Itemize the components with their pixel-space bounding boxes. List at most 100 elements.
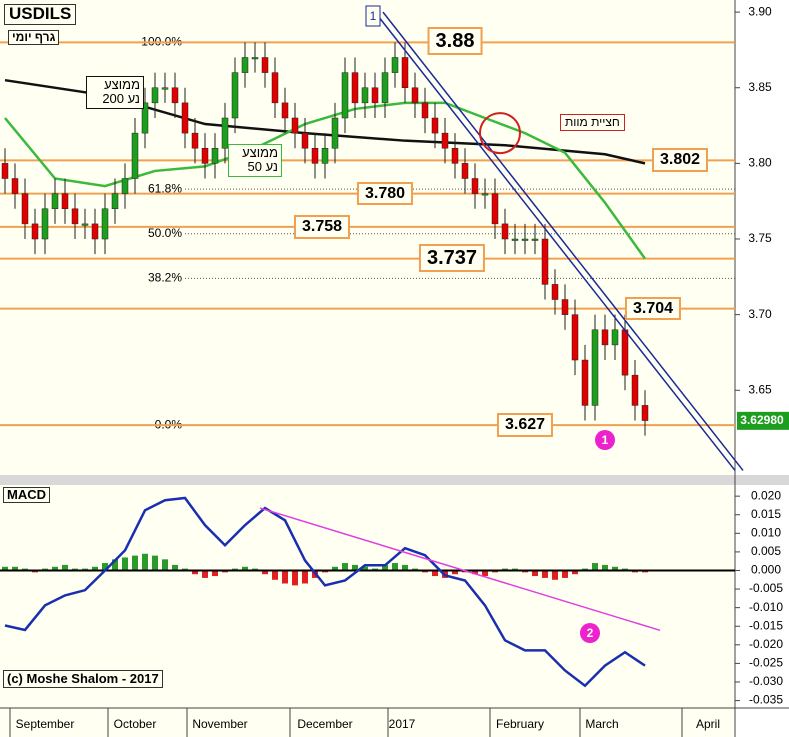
level-label: 3.737 [418,243,486,272]
y-tick-label: -0.015 [749,618,783,632]
histogram-bar [132,555,138,571]
candle-body [491,193,499,225]
marker-label: 2 [587,626,594,640]
histogram-bar [332,566,338,571]
last-price-box [737,411,789,430]
histogram-bar [532,570,538,577]
level-label: 3.88 [427,27,483,56]
level-label: 3.780 [356,181,414,206]
ma-label: ממוצע נע 50 [228,144,282,177]
channel-line [374,11,736,471]
candle-body [541,238,549,285]
histogram-bar [472,570,478,575]
candle-body [241,57,249,73]
y-tick-label: 3.75 [748,231,772,245]
histogram-bar [122,557,128,571]
histogram-bar [362,566,368,571]
level-label: 3.802 [651,148,709,172]
histogram-bar [392,563,398,571]
histogram-bar [52,566,58,571]
candle-body [571,314,579,361]
y-tick-label: -0.035 [749,693,783,707]
axis-panel [735,0,789,737]
candle-body [171,87,179,104]
candle-body [221,117,229,149]
candle-body [361,87,369,104]
y-tick-label: 3.80 [748,156,772,170]
macd-line [4,496,646,688]
fib-label: 50.0% [148,226,182,240]
candle-body [621,329,629,376]
histogram-bar [112,559,118,571]
marker-label: 1 [602,433,609,447]
candle-body [341,72,349,119]
histogram-bar [12,566,18,571]
y-tick-label: -0.030 [749,674,783,688]
candle-body [561,299,569,315]
histogram-bar [452,570,458,575]
histogram-bar [402,564,408,571]
candle-body [551,284,559,300]
x-tick-label: February [496,717,544,731]
candle-body [641,405,649,421]
histogram-bar [432,570,438,577]
x-tick-label: September [16,717,75,731]
marker-circle [580,623,600,643]
histogram-bar [292,570,298,586]
macd-title: MACD [3,487,50,504]
candle-body [101,208,109,240]
candle-body [481,193,489,196]
histogram-bar [552,570,558,580]
y-tick-label: 0.000 [751,563,781,577]
candle-body [21,193,29,225]
y-tick-label: -0.020 [749,637,783,651]
candle-body [311,147,319,164]
histogram-bar [352,564,358,571]
candle-body [301,132,309,149]
x-tick-label: 2017 [389,717,416,731]
candle-body [81,223,89,226]
y-tick-label: 3.70 [748,307,772,321]
marker-circle [595,430,615,450]
y-tick-label: 3.85 [748,80,772,94]
histogram-bar [212,570,218,577]
histogram-bar [202,570,208,578]
candle-body [611,329,619,346]
candle-body [581,359,589,406]
candle-body [31,223,39,240]
candle-body [121,178,129,194]
candle-body [41,208,49,240]
level-label: 3.758 [293,214,351,239]
histogram-bar [562,570,568,578]
histogram-bar [2,566,8,571]
histogram-bar [142,553,148,571]
candle-body [161,87,169,90]
histogram-bar [272,570,278,580]
channel-label: 1 [370,9,377,23]
candle-body [331,117,339,149]
y-tick-label: -0.025 [749,656,783,670]
candle-body [461,163,469,179]
candle-body [11,178,19,194]
candle-body [151,87,159,104]
annotation-circle [479,112,521,155]
candle-body [411,87,419,104]
channel-label-box [365,5,381,27]
x-tick-label: December [297,717,352,731]
y-tick-label: 0.015 [751,507,781,521]
candle-body [631,374,639,406]
candle-body [321,147,329,164]
candle-body [181,102,189,134]
candle-body [351,72,359,104]
y-tick-label: 3.65 [748,382,772,396]
y-tick-label: 0.005 [751,544,781,558]
x-tick-label: March [585,717,618,731]
y-tick-label: 0.020 [751,488,781,502]
candle-body [591,329,599,406]
candle-body [501,223,509,240]
ma-label: ממוצע נע 200 [86,76,144,109]
candle-body [601,329,609,346]
histogram-bar [92,566,98,571]
histogram-bar [572,570,578,575]
